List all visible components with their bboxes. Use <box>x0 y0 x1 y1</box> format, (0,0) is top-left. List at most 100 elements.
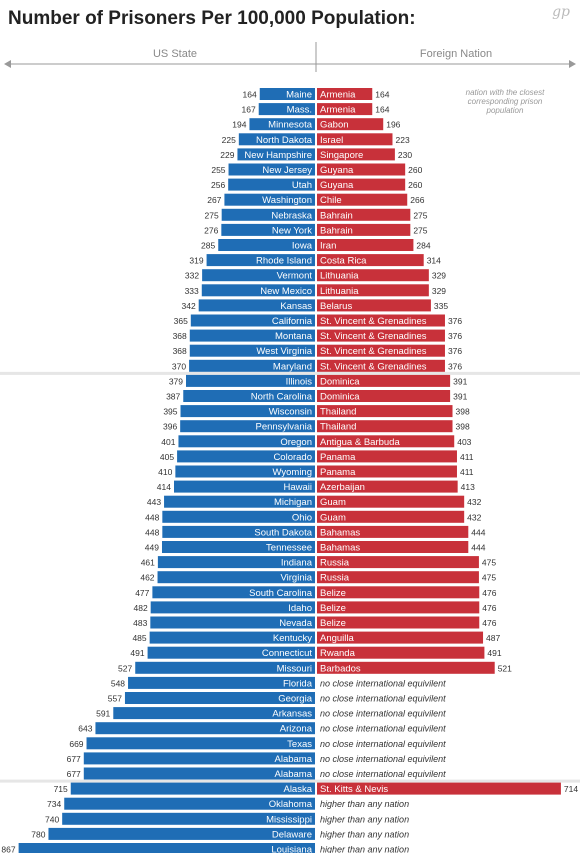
nation-bar <box>317 314 445 327</box>
no-equivalent-text: no close international equivilent <box>320 709 446 719</box>
nation-value: 521 <box>498 663 512 673</box>
state-value: 370 <box>172 361 186 371</box>
state-value: 740 <box>45 814 59 824</box>
nation-label: Russia <box>320 573 350 584</box>
state-label: Alaska <box>283 784 312 795</box>
state-value: 482 <box>133 603 147 613</box>
state-label: Missouri <box>277 663 312 674</box>
no-equivalent-text: no close international equivilent <box>320 724 446 734</box>
state-bar <box>157 571 315 584</box>
state-bar <box>237 148 315 161</box>
state-label: Pennsylvania <box>255 422 312 433</box>
no-equivalent-text: no close international equivilent <box>320 694 446 704</box>
nation-label: Azerbaijan <box>320 482 365 493</box>
nation-bar <box>317 374 451 387</box>
nation-value: 475 <box>482 573 496 583</box>
state-value: 255 <box>211 165 225 175</box>
state-bar <box>178 435 315 448</box>
right-axis-label: Foreign Nation <box>420 48 492 60</box>
state-label: Oklahoma <box>269 799 313 810</box>
section-band <box>0 371 580 375</box>
state-value: 485 <box>132 633 146 643</box>
state-label: Wisconsin <box>269 407 312 418</box>
nation-value: 391 <box>453 376 467 386</box>
nation-label: Guyana <box>320 165 354 176</box>
no-equivalent-text: higher than any nation <box>320 829 409 839</box>
nation-value: 164 <box>375 105 389 115</box>
state-label: Mississippi <box>266 814 312 825</box>
state-label: Iowa <box>292 241 313 252</box>
state-label: Florida <box>283 678 313 689</box>
state-bar <box>218 239 315 251</box>
nation-label: Panama <box>320 452 356 463</box>
state-label: North Dakota <box>256 135 313 146</box>
left-axis-label: US State <box>153 48 197 60</box>
nation-value: 487 <box>486 633 500 643</box>
state-bar <box>177 450 315 463</box>
state-value: 677 <box>67 769 81 779</box>
state-label: Montana <box>275 331 313 342</box>
state-label: Tennessee <box>266 543 312 554</box>
nation-value: 391 <box>453 392 467 402</box>
state-value: 414 <box>157 482 171 492</box>
nation-value: 376 <box>448 361 462 371</box>
state-label: Vermont <box>277 271 313 282</box>
state-bar <box>157 556 315 569</box>
nation-value: 376 <box>448 331 462 341</box>
state-label: Maine <box>286 90 312 101</box>
state-bar <box>189 329 315 342</box>
nation-bar <box>317 103 373 116</box>
nation-bar <box>317 254 424 267</box>
state-bar <box>162 525 315 538</box>
state-bar <box>173 480 315 493</box>
nation-bar <box>317 601 480 614</box>
state-bar <box>190 314 315 327</box>
state-label: Illinois <box>286 376 313 387</box>
state-bar <box>201 284 315 297</box>
state-bar <box>124 692 315 704</box>
state-label: Kansas <box>280 301 312 312</box>
state-value: 548 <box>111 678 125 688</box>
state-label: Arizona <box>280 724 313 735</box>
nation-bar <box>317 480 458 493</box>
nation-label: Dominica <box>320 376 360 387</box>
state-bar <box>70 782 315 795</box>
state-bar <box>180 405 315 418</box>
nation-bar <box>317 495 465 508</box>
nation-bar <box>317 390 451 402</box>
nation-label: Dominica <box>320 392 360 403</box>
no-equivalent-text: no close international equivilent <box>320 754 446 764</box>
state-bar <box>147 646 315 659</box>
state-value: 256 <box>211 180 225 190</box>
state-label: Indiana <box>281 558 313 569</box>
nation-label: Belize <box>320 618 346 629</box>
state-label: Wyoming <box>272 467 312 478</box>
state-value: 225 <box>222 135 236 145</box>
state-bar <box>258 103 315 116</box>
nation-bar <box>317 329 445 342</box>
state-bar <box>86 737 316 750</box>
state-label: Colorado <box>273 452 312 463</box>
nation-label: Chile <box>320 195 342 206</box>
nation-bar <box>317 420 453 433</box>
state-label: Idaho <box>288 603 312 614</box>
state-value: 276 <box>204 225 218 235</box>
nation-bar <box>317 359 445 372</box>
state-value: 387 <box>166 392 180 402</box>
nation-label: Bahrain <box>320 210 353 221</box>
state-label: New Hampshire <box>244 150 312 161</box>
state-value: 229 <box>220 150 234 160</box>
nation-label: Bahamas <box>320 527 360 538</box>
state-value: 267 <box>207 195 221 205</box>
state-bar <box>64 797 315 810</box>
nation-value: 335 <box>434 301 448 311</box>
nation-label: Israel <box>320 135 343 146</box>
state-value: 491 <box>130 648 144 658</box>
nation-label: Thailand <box>320 407 356 418</box>
state-value: 365 <box>174 316 188 326</box>
nation-value: 432 <box>467 497 481 507</box>
state-value: 379 <box>169 376 183 386</box>
nation-label: Costa Rica <box>320 256 367 267</box>
nation-bar <box>317 405 453 418</box>
state-value: 527 <box>118 663 132 673</box>
